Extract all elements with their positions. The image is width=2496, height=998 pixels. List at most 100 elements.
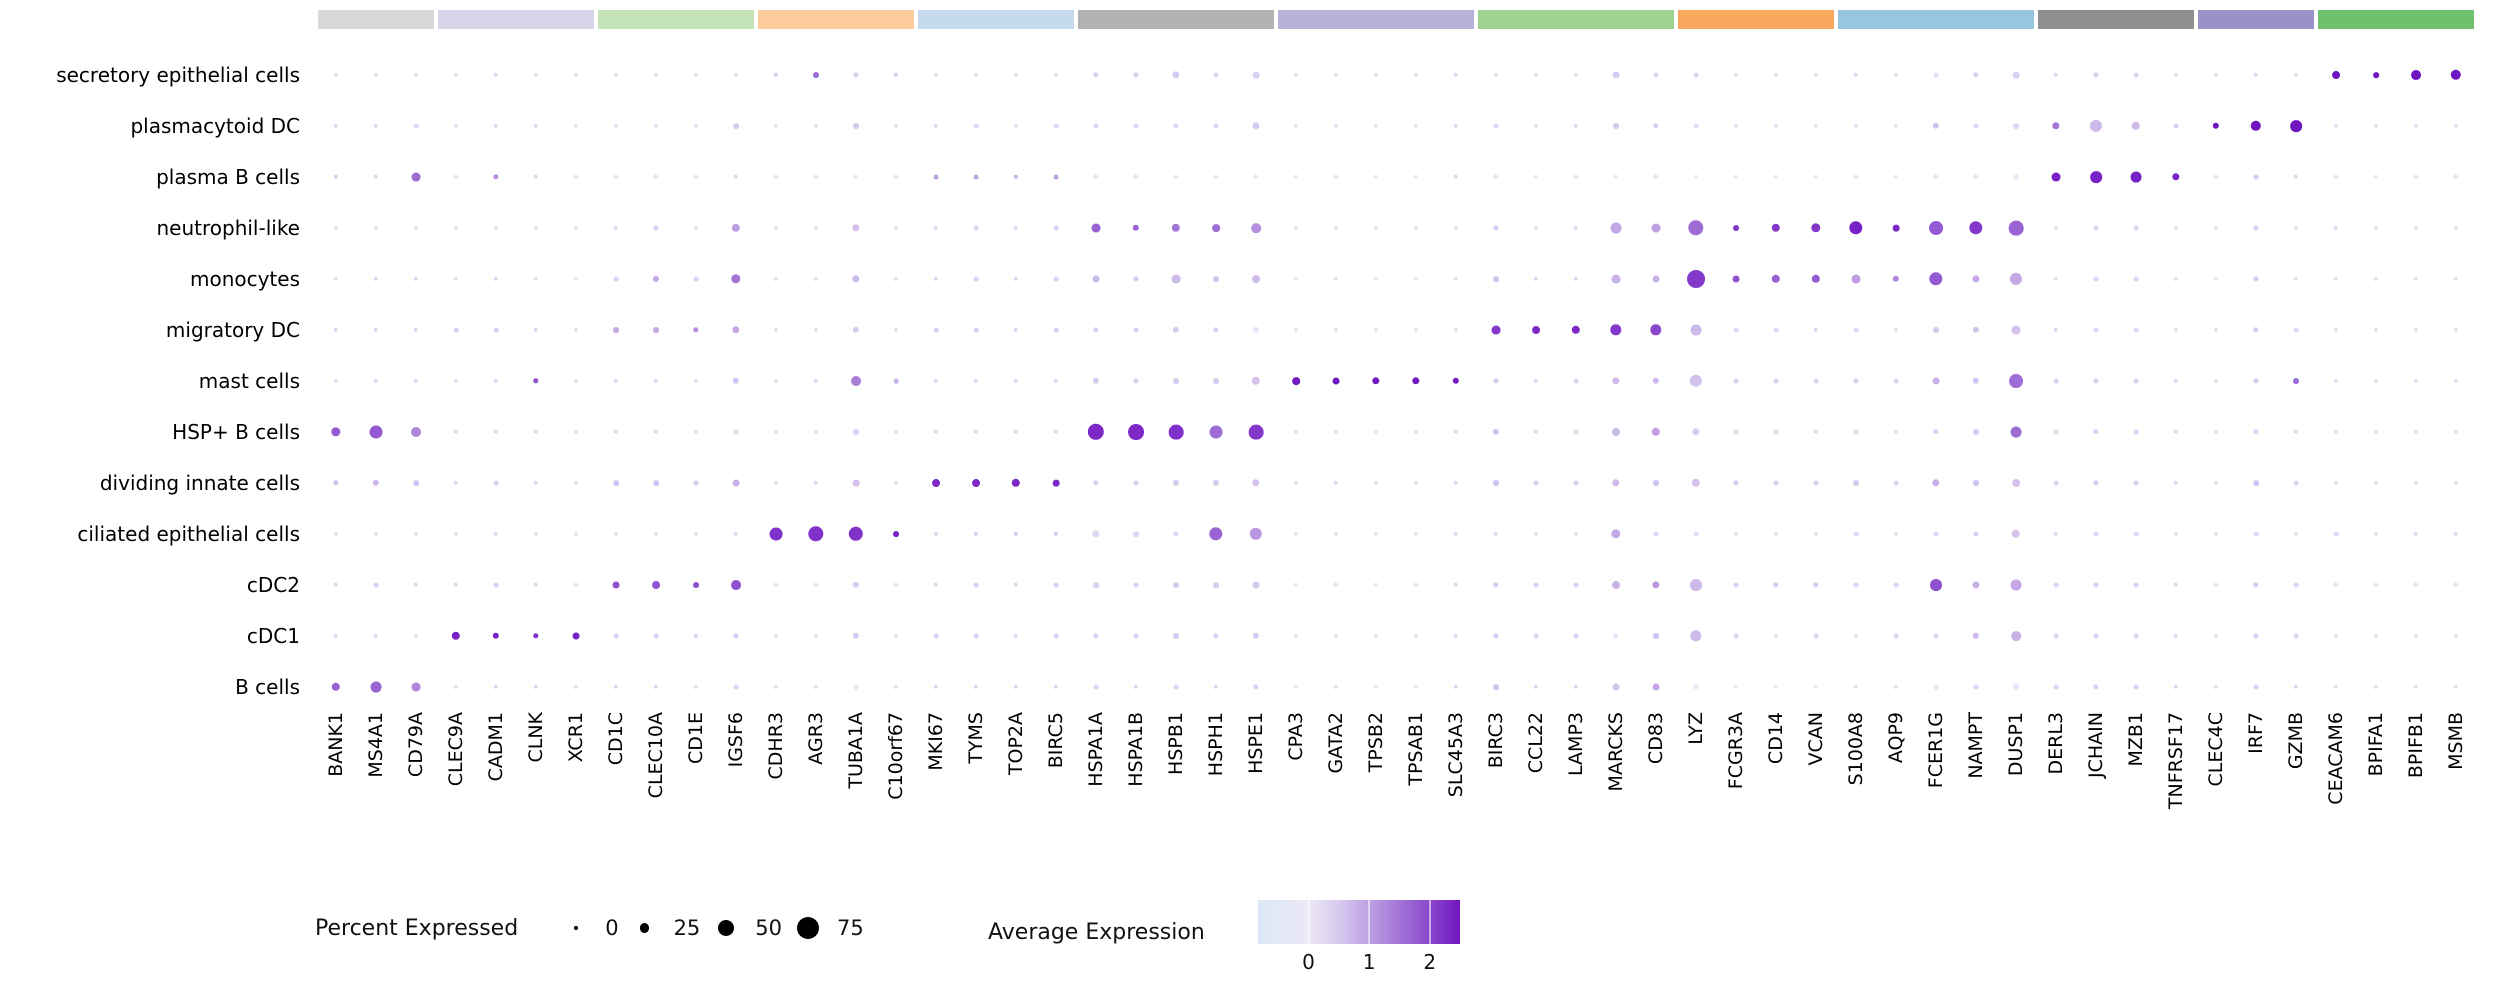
expression-dot <box>1533 531 1539 537</box>
expression-dot <box>1333 174 1339 180</box>
expression-dot <box>693 327 699 333</box>
expression-dot <box>1933 531 1939 537</box>
expression-dot <box>1293 480 1299 486</box>
expression-dot <box>1612 683 1620 691</box>
expression-dot <box>652 581 660 589</box>
expression-dot <box>853 684 859 690</box>
expression-dot <box>693 582 699 588</box>
expression-dot <box>1172 479 1180 487</box>
gene-label: HSPA1B <box>1125 712 1147 787</box>
expression-dot <box>1133 633 1139 639</box>
expression-dot <box>1813 633 1819 639</box>
expression-dot <box>411 172 421 182</box>
expression-dot <box>1252 479 1260 487</box>
expression-dot <box>1413 327 1419 333</box>
expression-dot <box>413 276 419 282</box>
expression-dot <box>813 633 819 639</box>
expression-dot <box>413 123 419 129</box>
expression-dot <box>574 532 578 536</box>
expression-dot <box>852 632 860 640</box>
expression-dot <box>2453 582 2459 588</box>
expression-dot <box>2173 429 2179 435</box>
expression-dot <box>453 684 459 690</box>
expression-dot <box>1252 581 1260 589</box>
expression-dot <box>1333 276 1339 282</box>
gradient-tick <box>1428 900 1431 944</box>
expression-dot <box>1333 429 1339 435</box>
expression-dot <box>773 633 779 639</box>
expression-dot <box>1293 582 1299 588</box>
expression-dot <box>1092 275 1100 283</box>
gene-label: IGSF6 <box>725 712 747 768</box>
expression-dot <box>1612 581 1620 589</box>
expression-dot <box>1133 72 1139 78</box>
expression-dot <box>1853 582 1859 588</box>
expression-dot <box>2093 378 2099 384</box>
expression-dot <box>493 531 499 537</box>
expression-dot <box>1209 527 1223 541</box>
cell-type-label: mast cells <box>198 369 300 393</box>
gene-group-bar <box>1478 10 1674 29</box>
gene-label: FCGR3A <box>1725 712 1747 790</box>
gene-label: MKI67 <box>925 712 947 771</box>
expression-dot <box>533 684 539 690</box>
expression-dot <box>1932 479 1940 487</box>
gene-label: TOP2A <box>1005 712 1027 776</box>
expression-dot <box>453 531 459 537</box>
expression-dot <box>2213 378 2219 384</box>
expression-dot <box>1373 684 1379 690</box>
expression-dot <box>1972 377 1980 385</box>
expression-dot <box>533 276 539 282</box>
expression-dot <box>1689 374 1703 388</box>
expression-dot <box>453 582 459 588</box>
expression-dot <box>533 225 539 231</box>
gene-label: HSPH1 <box>1205 712 1227 777</box>
expression-dot <box>1173 531 1179 537</box>
expression-dot <box>453 123 459 129</box>
percent-legend-dot <box>633 916 657 940</box>
expression-dot <box>2053 72 2059 78</box>
expression-dot <box>2173 480 2179 486</box>
expression-dot <box>1212 224 1220 232</box>
expression-dot <box>1533 174 1539 180</box>
expression-dot <box>1133 123 1139 129</box>
expression-dot <box>1013 531 1019 537</box>
gene-label: IRF7 <box>2245 712 2267 754</box>
expression-dot <box>1969 221 1983 235</box>
expression-dot <box>1493 72 1499 78</box>
expression-dot <box>2093 531 2099 537</box>
expression-dot <box>1612 428 1620 436</box>
expression-dot <box>2333 582 2339 588</box>
expression-dot <box>1053 123 1059 129</box>
expression-dot <box>2011 325 2021 335</box>
expression-dot <box>373 633 379 639</box>
expression-dot <box>1413 684 1419 690</box>
expression-dot <box>1893 582 1899 588</box>
gradient-tick <box>1307 900 1310 944</box>
expression-dot <box>653 174 659 180</box>
expression-dot <box>773 72 779 78</box>
cell-type-label: monocytes <box>189 267 300 291</box>
expression-dot <box>2453 276 2459 282</box>
average-expression-title: Average Expression <box>988 920 1205 945</box>
expression-dot <box>2051 172 2061 182</box>
expression-dot <box>1168 424 1184 440</box>
expression-dot <box>533 480 539 486</box>
expression-dot <box>533 531 539 537</box>
expression-dot <box>1813 480 1819 486</box>
expression-dot <box>2213 684 2219 690</box>
expression-dot <box>1453 276 1459 282</box>
expression-dot <box>1293 633 1299 639</box>
expression-dot <box>2411 70 2421 80</box>
expression-dot <box>813 327 819 333</box>
expression-dot <box>2453 429 2459 435</box>
expression-dot <box>2253 327 2259 333</box>
expression-dot <box>331 682 341 692</box>
expression-dot <box>1171 274 1181 284</box>
expression-dot <box>1172 326 1180 334</box>
expression-dot <box>2253 174 2259 180</box>
expression-dot <box>2013 174 2019 180</box>
expression-dot <box>1893 378 1899 384</box>
